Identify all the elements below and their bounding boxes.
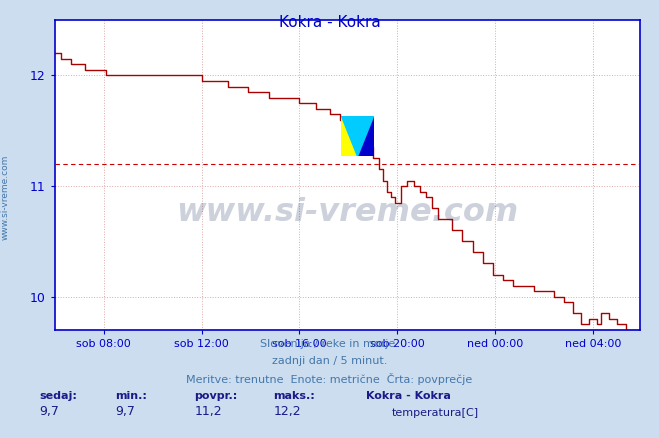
Text: 11,2: 11,2 (194, 405, 222, 418)
Polygon shape (341, 116, 374, 156)
Text: 9,7: 9,7 (115, 405, 135, 418)
Text: temperatura[C]: temperatura[C] (392, 408, 479, 418)
Text: Slovenija / reke in morje.: Slovenija / reke in morje. (260, 339, 399, 350)
Text: sedaj:: sedaj: (40, 391, 77, 401)
Text: www.si-vreme.com: www.si-vreme.com (1, 155, 10, 240)
Bar (358, 116, 374, 156)
Text: www.si-vreme.com: www.si-vreme.com (176, 197, 519, 228)
Text: zadnji dan / 5 minut.: zadnji dan / 5 minut. (272, 356, 387, 366)
Text: Kokra - Kokra: Kokra - Kokra (279, 15, 380, 30)
Bar (341, 116, 358, 156)
Text: 9,7: 9,7 (40, 405, 59, 418)
Text: Meritve: trenutne  Enote: metrične  Črta: povprečje: Meritve: trenutne Enote: metrične Črta: … (186, 373, 473, 385)
Text: Kokra - Kokra: Kokra - Kokra (366, 391, 451, 401)
Text: maks.:: maks.: (273, 391, 315, 401)
Text: povpr.:: povpr.: (194, 391, 238, 401)
Text: 12,2: 12,2 (273, 405, 301, 418)
Text: min.:: min.: (115, 391, 147, 401)
